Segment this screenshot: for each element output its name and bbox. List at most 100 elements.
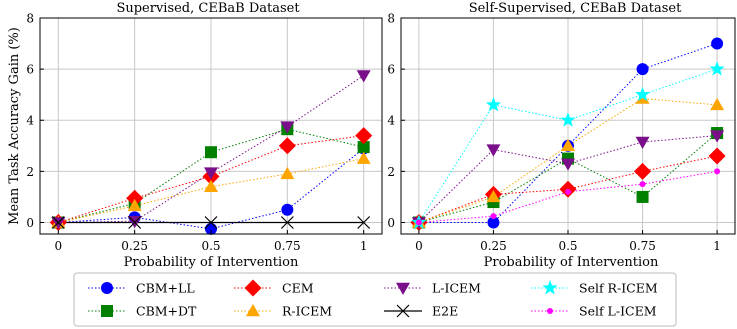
self-supervised-l-icem-point (486, 144, 501, 157)
self-supervised-cbm-dt-line (418, 132, 718, 223)
self-supervised-x-ticks: 0 0.25 0.5 0.75 1 (415, 230, 721, 253)
supervised-y-tick-label: 8 (26, 12, 34, 26)
legend-marker-cbm-ll (101, 282, 113, 294)
supervised-y-tick-label: 0 (26, 216, 34, 230)
supervised-e2e-point (280, 216, 294, 229)
self-supervised-self-l-icem-point (639, 181, 646, 188)
supervised-grid (40, 17, 382, 234)
supervised-x-ticks: 0 0.25 0.5 0.75 1 (55, 230, 368, 253)
supervised-x-tick-label: 0.75 (274, 239, 301, 253)
legend-marker-self-l-icem (547, 308, 553, 314)
self-supervised-r-icem-point (710, 97, 725, 111)
supervised-cem-line (58, 135, 364, 223)
self-supervised-cbm-ll-point (711, 37, 724, 50)
legend-label-self-l-icem: Self L-ICEM (579, 304, 657, 319)
supervised-r-icem-point (204, 179, 218, 192)
supervised-cem-point (355, 127, 373, 145)
supervised-l-icem-point (280, 121, 295, 134)
self-supervised-self-l-icem-line (418, 170, 718, 223)
self-supervised-x-tick-label: 0.5 (558, 239, 577, 253)
supervised-y-tick-label: 4 (26, 114, 34, 128)
self-supervised-grid (401, 17, 735, 234)
self-supervised-y-tick-label: 0 (387, 216, 395, 230)
supervised-l-icem-point (204, 167, 218, 180)
supervised-x-tick-label: 0 (55, 239, 63, 253)
self-supervised-x-tick-label: 0.25 (480, 239, 507, 253)
legend-marker-cem (244, 279, 262, 297)
supervised-cbm-dt-point (357, 141, 370, 154)
self-supervised-l-icem-point (635, 136, 650, 149)
self-supervised-cem-point (634, 162, 652, 180)
legend-label-e2e: E2E (432, 304, 458, 319)
self-supervised-panel: Self-Supervised, CEBaB Dataset 0 0.25 0.5 0… (387, 1, 736, 270)
supervised-x-tick-label: 1 (360, 239, 368, 253)
supervised-e2e-point (128, 216, 142, 229)
legend-marker-l-icem (396, 282, 410, 295)
supervised-l-icem-point (356, 70, 371, 83)
self-supervised-l-icem-point (710, 130, 725, 143)
self-supervised-self-r-icem-point (560, 112, 576, 127)
y-axis-label: Mean Task Accuracy Gain (%) (7, 27, 22, 225)
supervised-panel-title: Supervised, CEBaB Dataset (116, 1, 300, 16)
legend-marker-self-r-icem (542, 280, 558, 295)
self-supervised-self-r-icem-point (634, 86, 651, 102)
legend-label-self-r-icem: Self R-ICEM (579, 281, 658, 296)
self-supervised-series (410, 37, 726, 231)
supervised-e2e-point (204, 216, 218, 229)
self-supervised-x-tick-label: 0 (415, 239, 423, 253)
supervised-cbm-dt-point (205, 146, 217, 159)
supervised-e2e-point (357, 216, 371, 229)
supervised-x-axis-label: Probability of Intervention (124, 255, 299, 270)
self-supervised-cbm-ll-point (487, 216, 500, 229)
self-supervised-x-tick-label: 1 (713, 239, 721, 253)
self-supervised-y-tick-label: 2 (387, 165, 395, 179)
self-supervised-self-l-icem-point (490, 213, 497, 220)
supervised-panel: Supervised, CEBaB Dataset 0 0.25 0.5 0.75 1 … (7, 1, 383, 270)
supervised-y-tick-label: 6 (26, 63, 34, 77)
self-supervised-self-r-icem-point (485, 96, 502, 112)
self-supervised-y-tick-label: 4 (387, 114, 395, 128)
supervised-cem-point (126, 189, 144, 207)
self-supervised-cbm-ll-line (418, 43, 718, 223)
supervised-r-icem-line (58, 158, 364, 223)
supervised-r-icem-point (127, 198, 142, 212)
legend-label-cem: CEM (282, 281, 314, 296)
legend-label-cbm-ll: CBM+LL (136, 281, 195, 296)
self-supervised-r-icem-point (486, 189, 501, 203)
supervised-series (49, 70, 373, 235)
supervised-x-tick-label: 0.25 (121, 239, 148, 253)
self-supervised-self-l-icem-point (565, 188, 571, 195)
self-supervised-self-l-icem-point (714, 168, 721, 175)
legend-marker-r-icem (246, 304, 260, 317)
legend: CBM+LL CEM L-ICEM Self R-ICEM CBM+DT R-ICEM E2… (73, 272, 677, 327)
legend-label-r-icem: R-ICEM (282, 304, 332, 319)
self-supervised-y-tick-label: 6 (387, 63, 395, 77)
self-supervised-cem-point (708, 147, 726, 165)
self-supervised-self-r-icem-point (709, 61, 725, 76)
self-supervised-y-ticks: 0 2 4 6 8 (387, 12, 405, 230)
legend-label-cbm-dt: CBM+DT (136, 304, 197, 319)
supervised-r-icem-point (280, 166, 295, 180)
supervised-e2e-point (51, 216, 65, 229)
legend-label-l-icem: L-ICEM (432, 281, 481, 296)
self-supervised-r-icem-point (561, 138, 575, 152)
supervised-cem-point (278, 137, 296, 155)
supervised-r-icem-point (356, 151, 371, 164)
legend-marker-e2e (396, 304, 410, 318)
supervised-cbm-ll-point (281, 203, 294, 216)
self-supervised-cbm-dt-point (636, 190, 649, 203)
self-supervised-cbm-ll-point (636, 63, 649, 76)
self-supervised-x-tick-label: 0.75 (629, 239, 656, 253)
supervised-l-icem-point (51, 217, 66, 230)
self-supervised-self-l-icem-point (415, 219, 422, 226)
supervised-y-tick-label: 2 (26, 165, 34, 179)
legend-marker-cbm-dt (101, 305, 113, 317)
self-supervised-y-tick-label: 8 (387, 12, 395, 26)
self-supervised-x-axis-label: Probability of Intervention (484, 255, 659, 270)
supervised-x-tick-label: 0.5 (201, 239, 220, 253)
legend-frame (73, 272, 677, 327)
self-supervised-l-icem-point (561, 158, 575, 171)
supervised-y-ticks: 0 2 4 6 8 (26, 12, 44, 230)
self-supervised-panel-title: Self-Supervised, CEBaB Dataset (469, 1, 682, 16)
